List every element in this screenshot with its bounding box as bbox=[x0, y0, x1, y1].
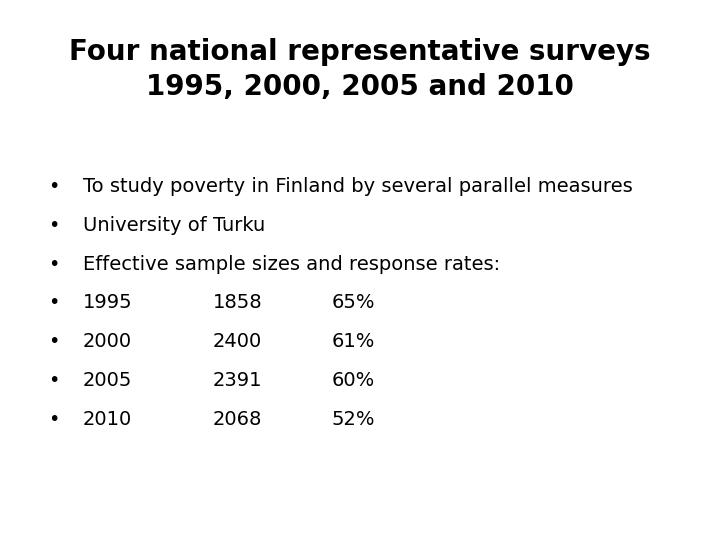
Text: •: • bbox=[48, 254, 60, 274]
Text: 52%: 52% bbox=[331, 409, 374, 429]
Text: 2010: 2010 bbox=[83, 409, 132, 429]
Text: •: • bbox=[48, 177, 60, 196]
Text: 2000: 2000 bbox=[83, 332, 132, 351]
Text: Effective sample sizes and response rates:: Effective sample sizes and response rate… bbox=[83, 254, 500, 274]
Text: 2005: 2005 bbox=[83, 370, 132, 390]
Text: 65%: 65% bbox=[331, 293, 374, 312]
Text: •: • bbox=[48, 215, 60, 235]
Text: Four national representative surveys
1995, 2000, 2005 and 2010: Four national representative surveys 199… bbox=[69, 38, 651, 102]
Text: 1858: 1858 bbox=[212, 293, 262, 312]
Text: 2391: 2391 bbox=[212, 370, 262, 390]
Text: •: • bbox=[48, 293, 60, 312]
Text: 2068: 2068 bbox=[212, 409, 262, 429]
Text: 60%: 60% bbox=[331, 370, 374, 390]
Text: •: • bbox=[48, 332, 60, 351]
Text: •: • bbox=[48, 370, 60, 390]
Text: •: • bbox=[48, 409, 60, 429]
Text: 61%: 61% bbox=[331, 332, 374, 351]
Text: University of Turku: University of Turku bbox=[83, 215, 265, 235]
Text: 2400: 2400 bbox=[212, 332, 261, 351]
Text: To study poverty in Finland by several parallel measures: To study poverty in Finland by several p… bbox=[83, 177, 633, 196]
Text: 1995: 1995 bbox=[83, 293, 132, 312]
